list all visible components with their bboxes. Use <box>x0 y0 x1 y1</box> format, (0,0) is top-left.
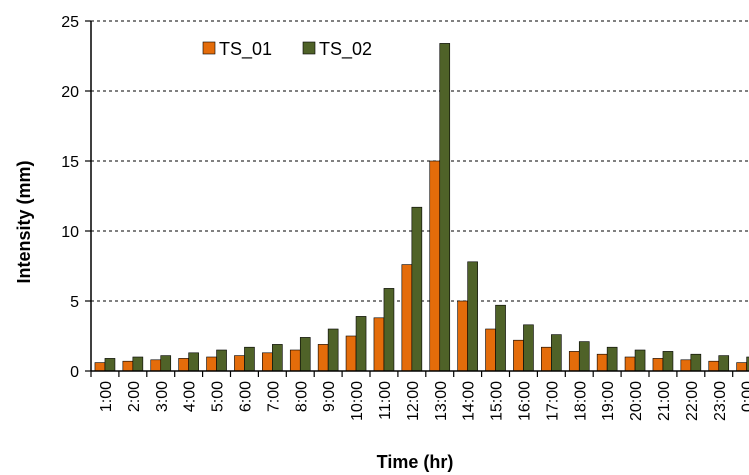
bar-ts_01-3 <box>178 358 189 372</box>
x-tick-label-6: 7:00 <box>265 381 282 412</box>
y-tick-label-1: 5 <box>70 294 79 311</box>
x-tick-label-1: 2:00 <box>126 381 143 412</box>
bar-ts_02-11 <box>411 206 423 372</box>
bar-ts_01-20 <box>652 358 664 372</box>
x-tick-label-22: 23:00 <box>712 381 729 421</box>
bar-ts_02-10 <box>383 288 395 372</box>
x-tick-label-8: 9:00 <box>321 381 338 412</box>
bar-ts_02-7 <box>299 337 311 372</box>
x-tick-label-4: 5:00 <box>210 381 227 412</box>
legend-label-ts_02: TS_02 <box>319 39 372 60</box>
y-axis-title: Intensity (mm) <box>14 160 34 283</box>
x-tick-label-9: 10:00 <box>349 381 366 421</box>
bar-ts_01-0 <box>94 362 106 372</box>
y-tick-label-4: 20 <box>61 84 79 101</box>
legend-swatch-ts_01 <box>202 41 216 55</box>
bar-ts_01-21 <box>680 359 692 372</box>
y-tick-label-5: 25 <box>61 14 79 31</box>
bar-ts_02-21 <box>690 353 702 372</box>
x-tick-label-3: 4:00 <box>182 381 199 412</box>
x-tick-label-7: 8:00 <box>293 381 310 412</box>
x-tick-label-18: 19:00 <box>600 381 617 421</box>
bar-ts_01-22 <box>708 360 720 372</box>
x-tick-label-13: 14:00 <box>461 381 478 421</box>
bar-ts_02-5 <box>244 346 255 372</box>
bar-ts_02-23 <box>746 356 749 372</box>
bar-ts_02-6 <box>272 344 283 372</box>
bar-ts_01-23 <box>736 362 747 372</box>
bar-ts_02-19 <box>634 349 646 372</box>
bar-ts_02-14 <box>495 304 506 372</box>
bar-ts_02-12 <box>439 43 451 372</box>
bar-ts_02-16 <box>551 334 562 372</box>
bar-ts_02-13 <box>467 261 478 372</box>
bar-ts_02-20 <box>662 351 674 372</box>
x-tick-label-16: 17:00 <box>544 381 561 421</box>
bar-ts_01-11 <box>401 264 413 372</box>
bar-ts_02-22 <box>718 355 730 372</box>
bar-ts_01-16 <box>541 346 552 372</box>
bar-ts_01-9 <box>345 335 357 372</box>
bar-ts_01-10 <box>373 317 385 372</box>
x-tick-label-5: 6:00 <box>237 381 254 412</box>
y-tick-label-3: 15 <box>61 154 79 171</box>
bar-ts_02-17 <box>578 341 590 372</box>
bar-ts_02-0 <box>104 358 116 372</box>
bar-ts_01-15 <box>513 339 524 372</box>
legend-swatch-ts_02 <box>302 41 316 55</box>
bar-ts_01-1 <box>122 360 134 372</box>
x-tick-label-0: 1:00 <box>98 381 115 412</box>
bar-ts_01-5 <box>234 355 245 372</box>
bar-ts_01-13 <box>457 300 468 372</box>
bar-ts_02-18 <box>606 346 618 372</box>
bar-ts_02-3 <box>188 352 199 372</box>
bar-ts_01-6 <box>262 352 273 372</box>
bar-ts_02-15 <box>523 324 534 372</box>
x-tick-label-19: 20:00 <box>628 381 645 421</box>
x-axis-title: Time (hr) <box>377 452 454 472</box>
bar-ts_02-4 <box>216 349 227 372</box>
x-tick-label-23: 0:00 <box>740 381 749 412</box>
bar-ts_02-9 <box>355 316 367 372</box>
x-tick-label-2: 3:00 <box>154 381 171 412</box>
bar-ts_02-1 <box>132 356 144 372</box>
bar-ts_01-19 <box>624 356 636 372</box>
y-tick-label-2: 10 <box>61 224 79 241</box>
bar-ts_01-7 <box>289 349 301 372</box>
x-tick-label-11: 12:00 <box>405 381 422 421</box>
x-tick-labels: 1:00 2:00 3:00 4:00 5:00 6:00 7:00 8:00 9:00 10:0… <box>98 381 749 421</box>
bar-ts_02-8 <box>327 328 339 372</box>
bar-ts_01-2 <box>150 359 162 372</box>
bars <box>94 43 749 372</box>
x-tick-label-10: 11:00 <box>377 381 394 420</box>
bar-ts_02-2 <box>160 355 172 372</box>
y-tick-labels: 0 5 10 15 20 25 <box>61 14 79 381</box>
y-tick-label-0: 0 <box>70 364 79 381</box>
legend-label-ts_01: TS_01 <box>219 39 272 60</box>
legend: TS_01 TS_02 <box>202 39 372 60</box>
bar-ts_01-18 <box>596 353 608 372</box>
bar-ts_01-17 <box>568 351 580 372</box>
bar-ts_01-8 <box>317 344 329 372</box>
axes <box>85 20 749 377</box>
bar-ts_01-4 <box>206 356 217 372</box>
x-tick-label-12: 13:00 <box>433 381 450 421</box>
x-tick-label-17: 18:00 <box>572 381 589 421</box>
bar-ts_01-12 <box>429 160 441 372</box>
bar-ts_01-14 <box>485 328 496 372</box>
gridlines <box>91 20 749 302</box>
x-tick-label-15: 16:00 <box>516 381 533 421</box>
x-tick-label-14: 15:00 <box>489 381 506 421</box>
x-tick-label-21: 22:00 <box>684 381 701 421</box>
x-tick-label-20: 21:00 <box>656 381 673 421</box>
